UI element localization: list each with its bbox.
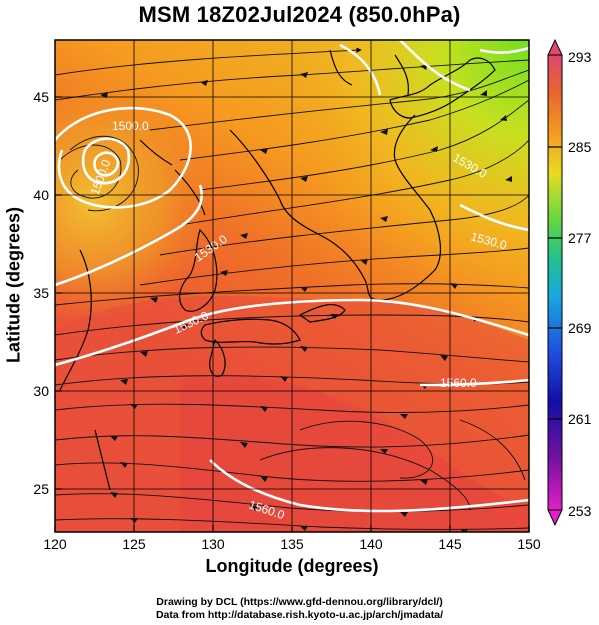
x-tick-label: 150	[517, 536, 541, 552]
colorbar-tick-label: 285	[568, 139, 592, 155]
colorbar-scale	[547, 54, 563, 511]
colorbar-tick-label: 253	[568, 503, 592, 519]
colorbar-tick-label: 269	[568, 320, 592, 336]
graticule	[55, 40, 529, 532]
colorbar-tick-label: 293	[568, 49, 592, 65]
credits-line-1: Drawing by DCL (https://www.gfd-dennou.o…	[156, 596, 443, 608]
x-tick-label: 145	[438, 536, 462, 552]
y-tick-label: 40	[33, 187, 49, 203]
colorbar-tick-label: 277	[568, 230, 592, 246]
colorbar-top-arrow	[547, 38, 563, 56]
colorbar: 293 285 277 269 261 253	[547, 38, 592, 527]
geopotential-contours	[55, 40, 529, 513]
map-title: MSM 18Z02Jul2024 (850.0hPa)	[138, 2, 461, 27]
x-tick-label: 135	[280, 536, 304, 552]
x-tick-label: 125	[122, 536, 146, 552]
x-tick-label: 140	[359, 536, 383, 552]
x-tick-labels: 120 125 130 135 140 145 150	[43, 536, 541, 552]
y-tick-label: 30	[33, 383, 49, 399]
contour-label: 1560.0	[440, 376, 477, 390]
y-tick-label: 35	[33, 285, 49, 301]
credits-line-2: Data from http://database.rish.kyoto-u.a…	[155, 609, 444, 621]
x-tick-label: 130	[201, 536, 225, 552]
temperature-field: 1500.0 1500.0 1530.0 1530.0 1530.0 1530.…	[55, 40, 529, 532]
y-tick-labels: 25 30 35 40 45	[33, 89, 49, 497]
colorbar-bottom-arrow	[547, 509, 563, 527]
axis-ticks	[54, 96, 530, 532]
colorbar-tick-labels: 293 285 277 269 261 253	[568, 49, 592, 519]
y-tick-label: 25	[33, 481, 49, 497]
contour-label: 1500.0	[112, 119, 149, 133]
x-tick-label: 120	[43, 536, 67, 552]
colorbar-tick-label: 261	[568, 411, 592, 427]
x-axis-label: Longitude (degrees)	[205, 556, 379, 576]
credits: Drawing by DCL (https://www.gfd-dennou.o…	[0, 596, 599, 622]
streamline-arrows	[100, 64, 512, 532]
y-tick-label: 45	[33, 89, 49, 105]
